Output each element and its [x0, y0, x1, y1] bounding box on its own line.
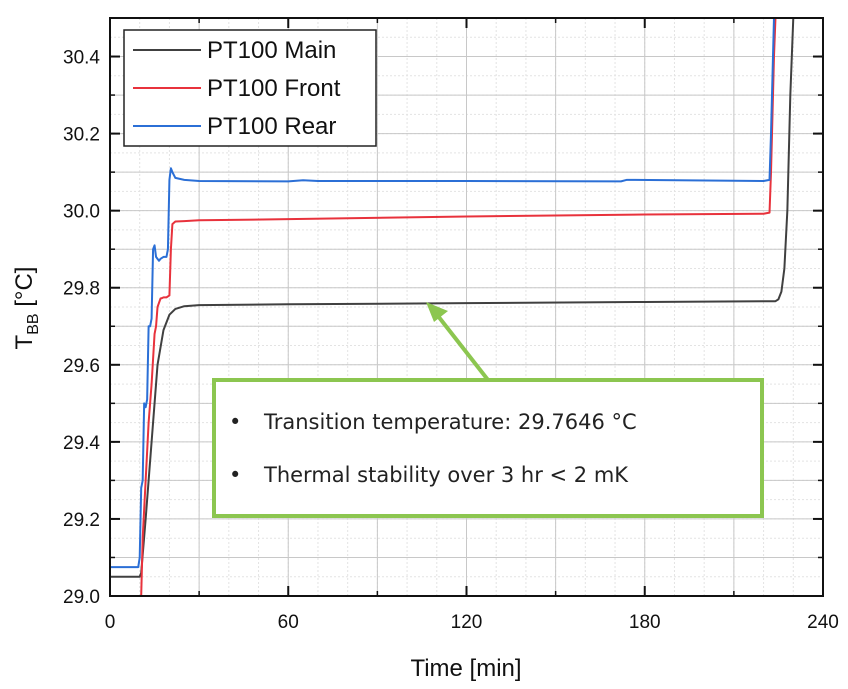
- y-tick-label: 29.8: [63, 279, 100, 300]
- x-tick-label: 120: [451, 612, 483, 633]
- y-tick-label: 30.0: [63, 202, 100, 223]
- y-tick-label: 29.6: [63, 356, 100, 377]
- y-tick-label: 29.2: [63, 510, 100, 531]
- series-layer: [110, 18, 795, 596]
- annotation-bullet-2-glyph: •: [229, 463, 241, 487]
- y-axis-title-unit: [°C]: [11, 267, 38, 314]
- y-axis-title-main: T: [11, 334, 38, 349]
- y-tick-label: 29.0: [63, 587, 100, 608]
- y-axis-title: TBB [°C]: [11, 267, 42, 350]
- annotation-arrowhead: [426, 302, 448, 322]
- legend: PT100 Main PT100 Front PT100 Rear: [123, 29, 377, 147]
- legend-label-main: PT100 Main: [207, 37, 336, 64]
- annotation-arrow-line: [436, 314, 490, 382]
- legend-label-rear: PT100 Rear: [207, 113, 336, 140]
- series-line-rear: [110, 18, 776, 569]
- legend-label-front: PT100 Front: [207, 75, 341, 102]
- x-tick-label: 180: [629, 612, 661, 633]
- x-tick-label: 0: [105, 612, 116, 633]
- series-line-front: [140, 18, 777, 596]
- y-tick-label: 30.4: [63, 48, 100, 69]
- y-axis-title-subscript: BB: [25, 313, 42, 334]
- y-tick-label: 30.2: [63, 125, 100, 146]
- x-tick-label: 240: [807, 612, 839, 633]
- y-tick-label: 29.4: [63, 433, 100, 454]
- x-axis-title: Time [min]: [410, 655, 521, 682]
- annotation-bullet-2: Thermal stability over 3 hr < 2 mK: [263, 463, 629, 487]
- annotation-box: [212, 378, 764, 518]
- series-line-main: [110, 18, 795, 578]
- annotation-bullet-1-glyph: •: [229, 410, 241, 434]
- annotation-bullet-1: Transition temperature: 29.7646 °C: [263, 410, 637, 434]
- x-tick-label: 60: [278, 612, 299, 633]
- annotation: • Transition temperature: 29.7646 °C • T…: [212, 302, 764, 518]
- ticks-layer: 0 60 120 180 240 29.0 29.2 29.4 29.6 29.8 30.0 30.2…: [63, 17, 839, 633]
